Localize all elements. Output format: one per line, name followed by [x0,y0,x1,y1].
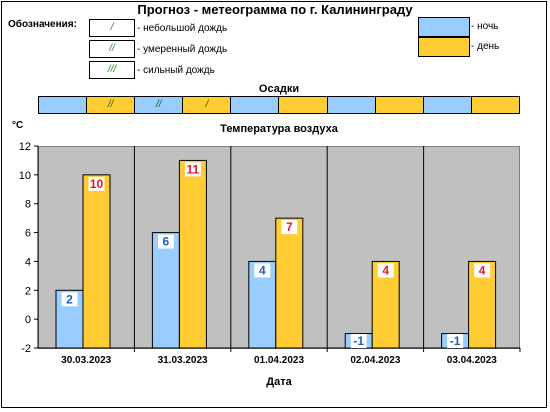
data-label-bg [157,234,174,249]
light-rain-glyph: / [110,22,114,33]
data-label-bg [254,263,271,278]
data-label-night: 2 [66,292,73,306]
data-label-day: 4 [479,263,486,277]
data-label-bg [88,176,105,191]
precipitation-title: Осадки [258,83,300,95]
legend-night-label: - ночь [471,21,499,32]
x-axis-title: Дата [266,376,292,388]
precip-cell-day [375,97,424,113]
data-label-bg [377,263,394,278]
precip-cell-night [231,97,280,113]
precip-cell-night [423,97,472,113]
legend-moderate-rain-label: - умеренный дождь [137,44,228,55]
precipitation-strip: ///// [38,96,520,114]
x-tick-label: 02.04.2023 [350,355,400,366]
data-label-bg [184,162,201,177]
chart-title: Температура воздуха [220,123,338,135]
data-label-bg [61,292,78,307]
data-label-night: 6 [163,235,170,249]
precip-cell-night: // [135,97,184,113]
data-label-bg [350,334,367,348]
heavy-rain-glyph: /// [107,64,117,75]
legend-light-rain-label: - небольшой дождь [137,23,228,34]
legend-caption: Обозначения: [8,19,77,30]
data-label-night: -1 [450,334,461,348]
data-label-day: 10 [90,177,104,191]
bar-day [371,260,400,349]
y-tick-label: 6 [25,228,31,240]
precip-cell-night [327,97,376,113]
y-tick-label: 0 [25,314,31,326]
data-label-bg [474,263,491,278]
precip-cell-day: // [87,97,136,113]
legend-day-swatch [418,37,470,57]
y-tick-label: -2 [21,343,31,355]
data-label-night: 4 [259,263,266,277]
data-label-day: 4 [382,263,389,277]
data-label-bg [447,334,464,348]
y-tick-label: 2 [25,285,31,297]
x-tick-label: 30.03.2023 [61,355,111,366]
data-label-night: -1 [353,334,364,348]
bar-day [82,174,111,349]
precip-cell-day: / [183,97,232,113]
bar-day [275,217,304,349]
precip-cell-day [471,97,519,113]
y-axis-unit: °C [12,120,24,131]
legend-moderate-rain-box: // [89,40,135,58]
legend-night-swatch [418,17,470,37]
page-title: Прогноз - метеограмма по г. Калининграду [137,2,413,17]
precip-cell-day [279,97,328,113]
x-tick-label: 03.04.2023 [447,355,497,366]
bar-day [178,159,207,349]
x-tick-label: 01.04.2023 [254,355,304,366]
y-tick-label: 12 [19,141,31,153]
legend-heavy-rain-label: - сильный дождь [137,65,215,76]
legend-heavy-rain-box: /// [89,61,135,79]
data-label-day: 7 [286,220,293,234]
data-label-day: 11 [187,162,200,176]
y-tick-label: 4 [25,256,31,268]
x-tick-label: 31.03.2023 [158,355,208,366]
legend-light-rain-box: / [89,19,135,37]
data-label-bg [281,220,298,235]
bar-night [151,232,180,349]
legend-day-label: - день [471,41,500,52]
precip-cell-night [39,97,88,113]
y-tick-label: 8 [25,199,31,211]
moderate-rain-glyph: // [109,43,115,54]
y-tick-label: 10 [19,170,31,182]
